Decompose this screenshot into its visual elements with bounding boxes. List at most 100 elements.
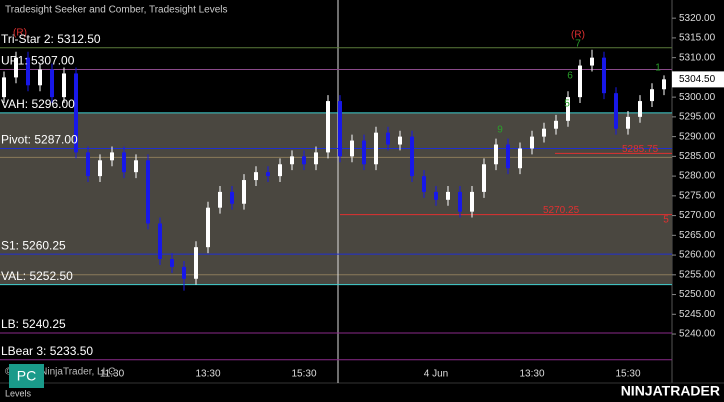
candle-body [602, 57, 606, 94]
x-tick-label: 13:30 [195, 369, 220, 380]
candle-body [434, 191, 438, 200]
candle-body [98, 160, 102, 177]
y-tick-label: 5245.00 [679, 309, 716, 320]
candle-body [110, 152, 114, 161]
y-tick-label: 5285.00 [679, 151, 716, 162]
last-price-label: 5304.50 [679, 74, 716, 85]
pc-button[interactable] [9, 364, 44, 388]
candle-body [566, 97, 570, 121]
x-tick-label: 4 Jun [424, 369, 448, 380]
candle-body [590, 57, 594, 66]
level-label: VAL: 5252.50 [1, 269, 73, 283]
y-tick-label: 5295.00 [679, 112, 716, 123]
candle-body [86, 152, 90, 177]
candle-body [650, 89, 654, 102]
level-label: LB: 5240.25 [1, 317, 66, 331]
candle-body [614, 93, 618, 129]
candle-body [506, 144, 510, 169]
candle-body [662, 79, 666, 90]
candle-body [638, 101, 642, 117]
candle-body [494, 144, 498, 165]
candle-body [170, 259, 174, 267]
level-label: UP1: 5307.00 [1, 54, 75, 68]
signal-marker: (R) [571, 30, 585, 41]
candle-body [2, 77, 6, 98]
y-tick-label: 5275.00 [679, 190, 716, 201]
x-tick-label: 11:30 [100, 369, 125, 380]
y-tick-label: 5315.00 [679, 33, 716, 44]
candle-body [26, 57, 30, 86]
brand-logo: NINJATRADER [621, 383, 720, 399]
y-tick-label: 5240.00 [679, 329, 716, 340]
candle-body [542, 128, 546, 137]
x-tick-label: 15:30 [291, 369, 316, 380]
signal-marker: 9 [497, 125, 503, 136]
candle-body [482, 164, 486, 192]
candle-body [626, 116, 630, 129]
pc-button-label[interactable]: PC [17, 368, 36, 384]
candle-body [470, 191, 474, 212]
signal-label: 5285.75 [622, 144, 659, 155]
signal-marker: 6 [567, 71, 573, 82]
signal-marker: 7 [575, 39, 581, 50]
candle-body [218, 191, 222, 208]
candle-body [386, 132, 390, 145]
value-area [0, 112, 672, 285]
candle-body [14, 57, 18, 78]
candle-body [206, 207, 210, 248]
last-price-tag [672, 71, 724, 88]
y-tick-label: 5265.00 [679, 230, 716, 241]
y-tick-label: 5270.00 [679, 210, 716, 221]
y-tick-label: 5280.00 [679, 171, 716, 182]
candle-body [374, 132, 378, 165]
candle-body [62, 73, 66, 98]
candle-body [314, 152, 318, 165]
candle-body [38, 69, 42, 86]
candle-body [422, 176, 426, 192]
candle-body [242, 180, 246, 204]
candle-body [518, 148, 522, 169]
candle-body [362, 140, 366, 165]
signal-label: 5270.25 [543, 205, 580, 216]
y-tick-label: 5260.00 [679, 250, 716, 261]
tab-label[interactable]: Levels [5, 388, 32, 398]
y-tick-label: 5320.00 [679, 13, 716, 24]
candle-body [182, 266, 186, 279]
copyright: © 2024 NinjaTrader, LLC [5, 367, 115, 378]
level-label: Tri-Star 2: 5312.50 [1, 32, 101, 46]
signal-marker: 5 [564, 99, 570, 110]
candle-body [398, 136, 402, 145]
candle-body [278, 164, 282, 177]
candle-body [194, 247, 198, 279]
candle-body [158, 223, 162, 260]
y-tick-label: 5255.00 [679, 269, 716, 280]
x-tick-label: 15:30 [615, 369, 640, 380]
y-tick-label: 5250.00 [679, 289, 716, 300]
candle-body [146, 160, 150, 224]
level-label: LBear 3: 5233.50 [1, 344, 93, 358]
chart-title: Tradesight Seeker and Comber, Tradesight… [5, 5, 228, 16]
candle-body [74, 73, 78, 153]
signal-marker: 5 [663, 215, 669, 226]
candle-body [290, 156, 294, 165]
level-label: S1: 5260.25 [1, 238, 66, 252]
candle-body [530, 136, 534, 149]
y-tick-label: 5290.00 [679, 131, 716, 142]
candle-body [410, 136, 414, 177]
candle-body [578, 65, 582, 98]
candle-body [458, 191, 462, 212]
candle-body [134, 160, 138, 173]
candle-body [338, 101, 342, 157]
candle-body [266, 172, 270, 177]
signal-marker: (R) [13, 28, 27, 39]
x-tick-label: 13:30 [519, 369, 544, 380]
y-tick-label: 5300.00 [679, 92, 716, 103]
candle-body [254, 172, 258, 181]
candle-body [350, 140, 354, 157]
candle-body [50, 69, 54, 98]
y-tick-label: 5310.00 [679, 52, 716, 63]
candle-body [446, 191, 450, 200]
level-label: Pivot: 5287.00 [1, 133, 78, 147]
